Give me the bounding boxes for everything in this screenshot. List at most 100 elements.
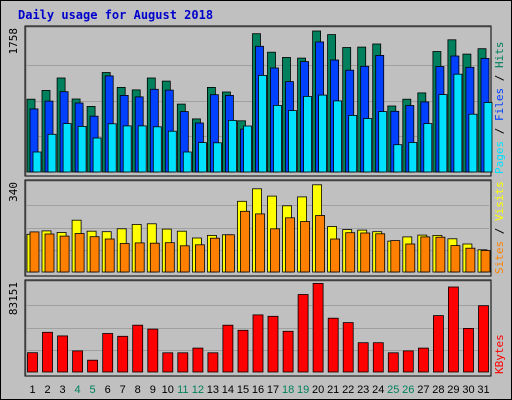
bar-pages-day-18 xyxy=(288,110,297,173)
bar-kbytes-day-7 xyxy=(117,335,129,373)
bar-kbytes-day-9 xyxy=(147,328,159,373)
day-label-15: 15 xyxy=(237,384,249,396)
bar-sites-day-31 xyxy=(480,250,491,273)
panel-max-label: 83151 xyxy=(7,282,20,315)
bar-sites-day-20 xyxy=(315,215,326,273)
bar-pages-day-27 xyxy=(423,123,433,173)
bar-kbytes-day-23 xyxy=(357,342,369,373)
bar-sites-day-13 xyxy=(209,237,220,273)
bar-kbytes-day-26 xyxy=(402,350,414,373)
day-label-18: 18 xyxy=(282,384,294,396)
day-label-9: 9 xyxy=(150,384,156,396)
day-label-23: 23 xyxy=(357,384,369,396)
day-label-11: 11 xyxy=(177,384,188,396)
bar-pages-day-28 xyxy=(438,94,448,173)
bar-sites-day-21 xyxy=(330,238,341,273)
day-label-4: 4 xyxy=(75,384,81,396)
day-axis-labels: 1 2 3 4 5 6 7 8 9 10 11 12 13 14 15 16 17 18 19 20 21 22 23 24 2… xyxy=(29,384,489,396)
panel-bottom: 83151 KBytes xyxy=(7,279,506,377)
bar-kbytes-day-14 xyxy=(222,324,234,373)
bar-pages-day-30 xyxy=(468,113,478,173)
bar-sites-day-30 xyxy=(465,247,476,273)
bar-kbytes-day-29 xyxy=(447,286,459,373)
bar-kbytes-day-3 xyxy=(57,335,68,373)
bar-sites-day-29 xyxy=(450,245,461,273)
panel-series-label-part: Sites xyxy=(493,241,506,274)
bar-sites-day-11 xyxy=(179,245,190,273)
day-label-12: 12 xyxy=(192,384,204,396)
bar-sites-day-10 xyxy=(164,242,175,273)
bar-sites-day-6 xyxy=(104,238,115,273)
bar-sites-day-9 xyxy=(149,242,160,273)
day-label-29: 29 xyxy=(447,384,459,396)
bar-pages-day-20 xyxy=(318,94,328,173)
bar-kbytes-day-28 xyxy=(432,315,444,373)
bar-sites-day-18 xyxy=(285,217,295,273)
panel-series-label: Sites / Visits xyxy=(493,181,506,274)
bar-kbytes-day-21 xyxy=(327,317,339,373)
bar-kbytes-day-10 xyxy=(162,352,174,373)
bar-sites-day-12 xyxy=(194,244,205,273)
bar-sites-day-24 xyxy=(375,233,386,273)
bar-pages-day-16 xyxy=(258,75,267,173)
panel-series-label: Pages / Files / Hits xyxy=(493,42,506,175)
day-label-17: 17 xyxy=(267,384,279,396)
panel-series-label: KBytes xyxy=(493,334,506,374)
bar-pages-day-14 xyxy=(227,120,237,173)
day-label-31: 31 xyxy=(477,384,489,396)
day-label-10: 10 xyxy=(162,384,174,396)
bar-kbytes-day-16 xyxy=(252,314,264,373)
bar-kbytes-day-20 xyxy=(312,282,324,373)
bar-kbytes-day-24 xyxy=(372,342,384,373)
bar-pages-day-7 xyxy=(122,125,132,173)
bar-pages-day-25 xyxy=(393,144,403,173)
panel-middle: 340 Sites / Visits xyxy=(7,179,506,277)
bar-pages-day-29 xyxy=(453,73,463,173)
bar-kbytes-day-30 xyxy=(463,327,474,373)
bar-kbytes-day-2 xyxy=(42,331,53,373)
panel-series-label-part: / xyxy=(493,68,506,88)
panel-series-label-part: Visits xyxy=(493,181,506,221)
bar-sites-day-23 xyxy=(360,232,371,273)
day-label-13: 13 xyxy=(207,384,219,396)
bar-kbytes-day-12 xyxy=(192,347,204,373)
bar-sites-day-26 xyxy=(405,243,416,273)
panel-series-label-part: / xyxy=(493,121,506,141)
bar-kbytes-day-31 xyxy=(478,305,489,373)
bar-pages-day-4 xyxy=(77,126,87,173)
bar-sites-day-28 xyxy=(435,236,446,273)
bar-sites-day-22 xyxy=(345,232,356,273)
day-label-22: 22 xyxy=(342,384,354,396)
day-label-26: 26 xyxy=(402,384,414,396)
bar-pages-day-31 xyxy=(483,102,493,173)
bar-pages-day-9 xyxy=(152,126,162,173)
day-label-5: 5 xyxy=(90,384,96,396)
bar-sites-day-25 xyxy=(390,240,401,273)
bar-sites-day-7 xyxy=(119,243,130,273)
bar-kbytes-day-18 xyxy=(282,330,294,373)
bar-kbytes-day-1 xyxy=(27,352,38,373)
day-label-20: 20 xyxy=(312,384,324,396)
bar-pages-day-22 xyxy=(348,115,358,173)
bar-pages-day-8 xyxy=(137,125,147,173)
bar-pages-day-6 xyxy=(107,123,117,173)
bar-sites-day-4 xyxy=(74,233,85,273)
panel-top: 1758 Pages / Files / Hits xyxy=(7,25,506,177)
chart-panels: 1758 Pages / Files / Hits 340 Sites / Visit… xyxy=(7,25,506,377)
bar-kbytes-day-13 xyxy=(207,352,219,373)
panel-series-label-part: Files xyxy=(493,88,506,121)
day-label-24: 24 xyxy=(372,384,384,396)
bar-pages-day-19 xyxy=(303,96,313,173)
day-label-6: 6 xyxy=(105,384,111,396)
panel-series-label-part: KBytes xyxy=(493,334,506,374)
bar-kbytes-day-4 xyxy=(72,350,83,373)
bar-kbytes-day-5 xyxy=(87,359,98,373)
bar-pages-day-1 xyxy=(32,151,42,173)
bar-pages-day-13 xyxy=(212,142,222,173)
day-label-8: 8 xyxy=(135,384,141,396)
day-label-30: 30 xyxy=(462,384,474,396)
bar-kbytes-day-27 xyxy=(417,347,429,373)
bar-kbytes-day-8 xyxy=(132,324,144,373)
chart-title: Daily usage for August 2018 xyxy=(18,8,213,22)
